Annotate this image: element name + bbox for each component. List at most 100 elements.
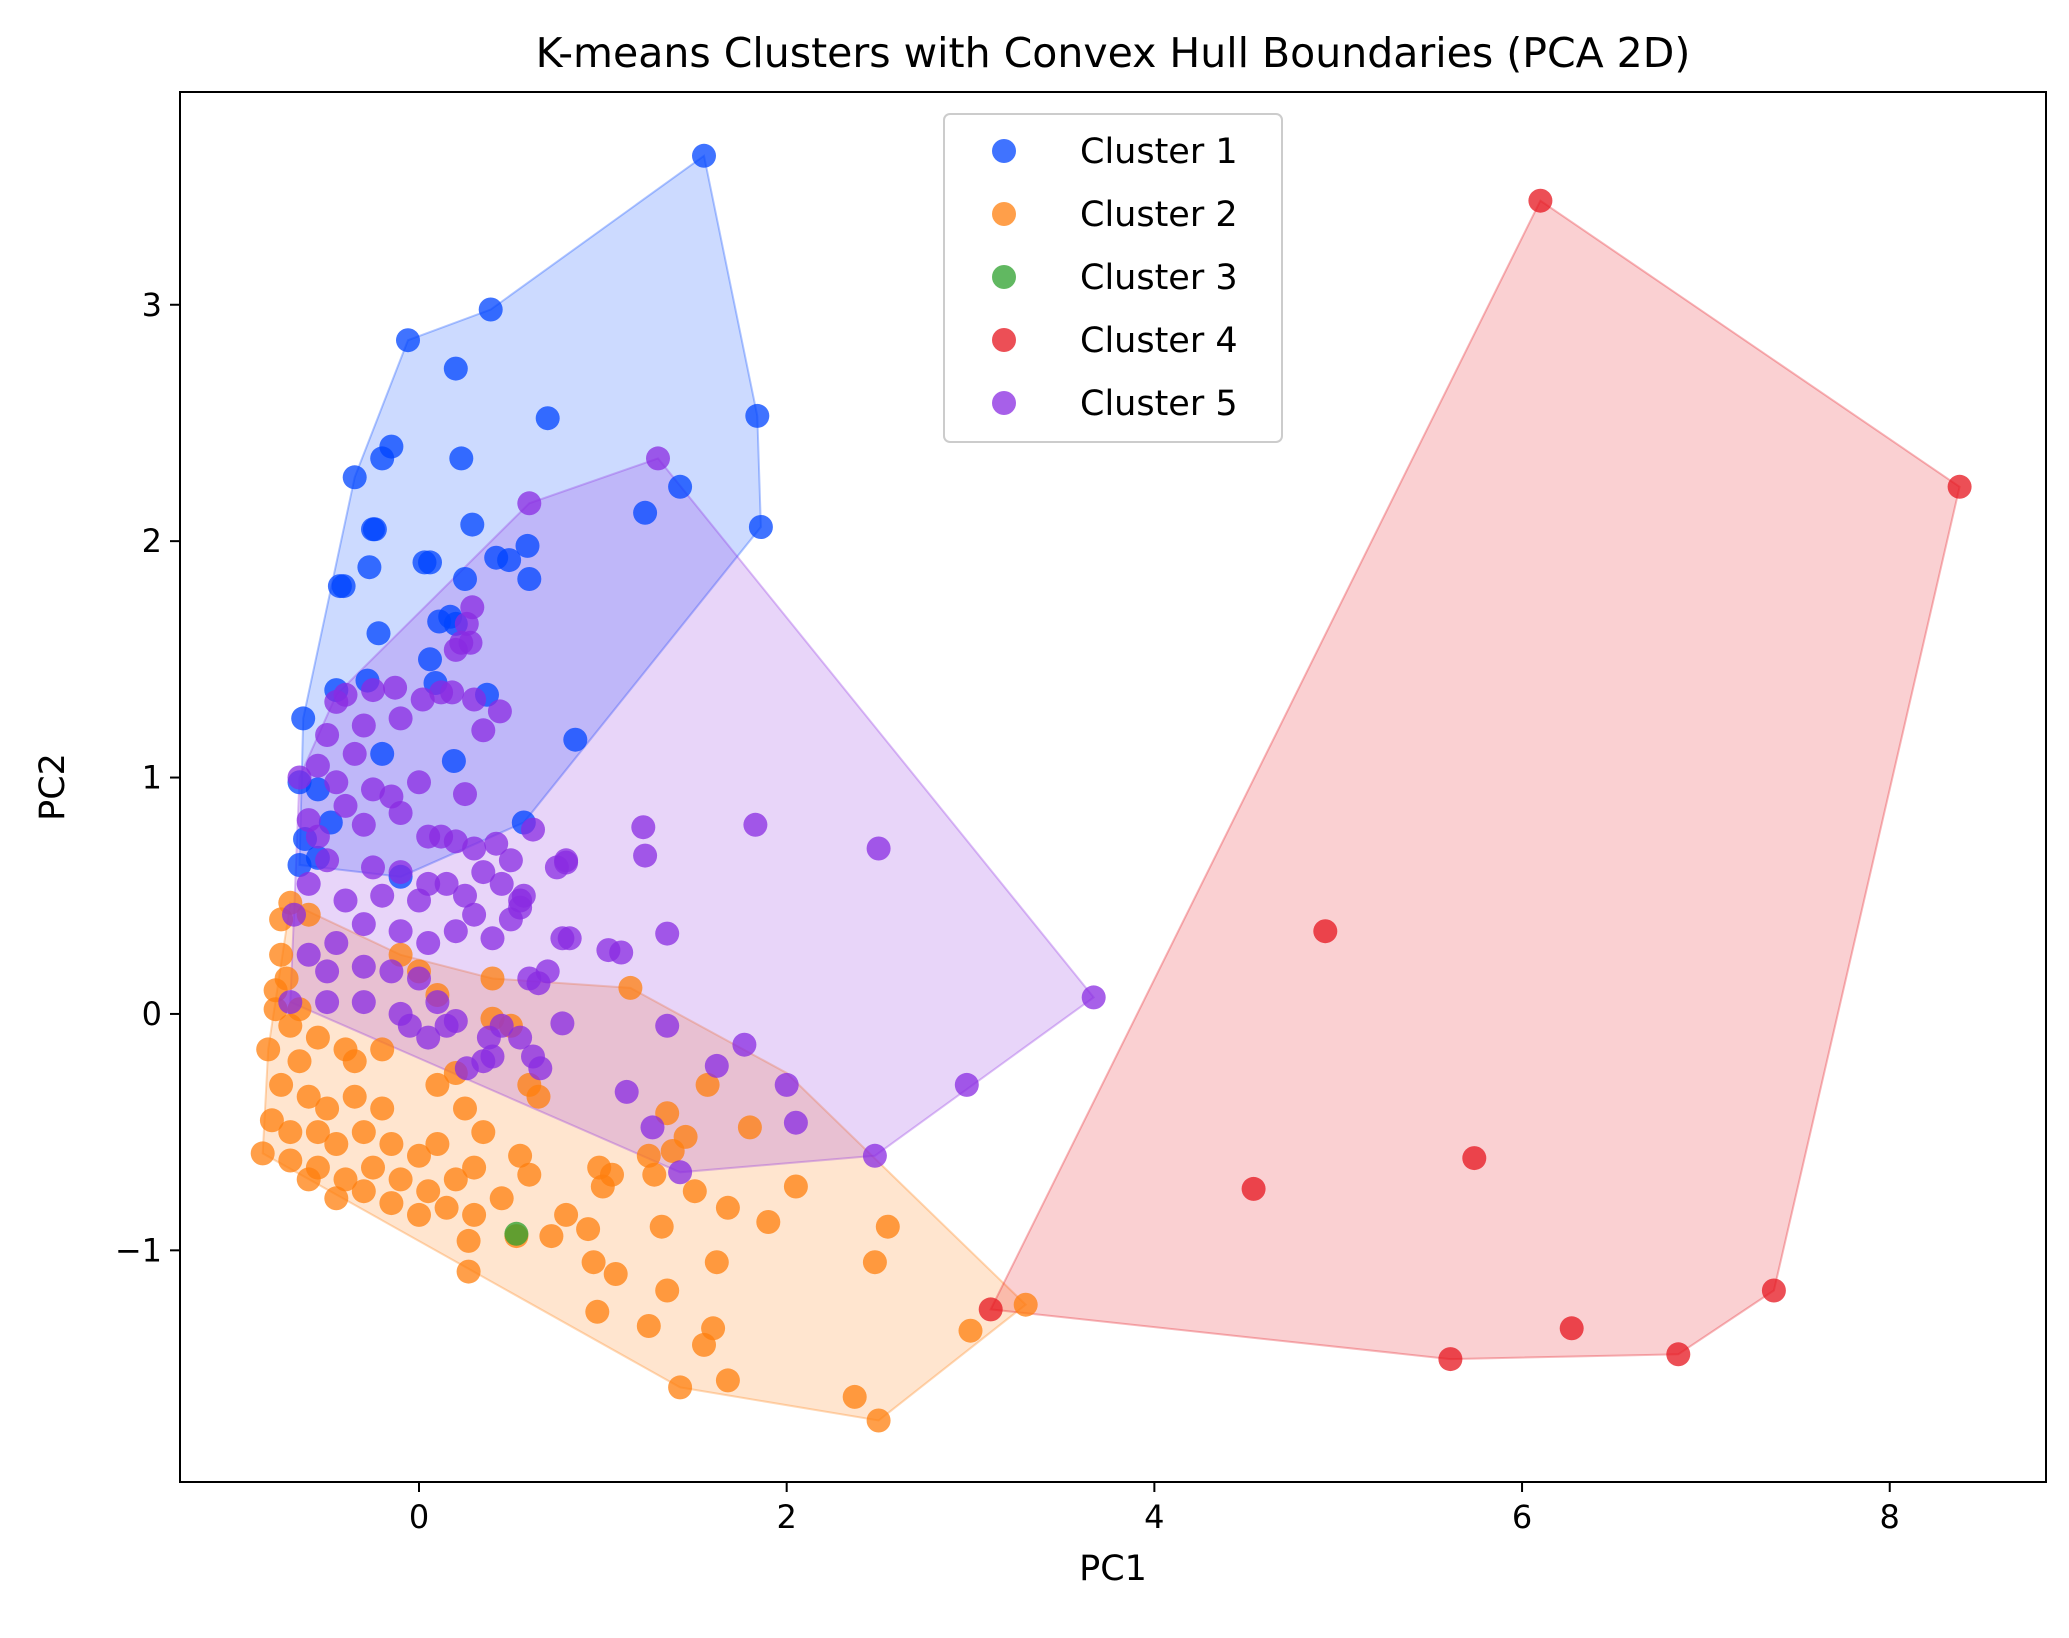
point-cluster-5 bbox=[315, 723, 340, 747]
point-cluster-5 bbox=[397, 1013, 422, 1038]
point-cluster-5 bbox=[351, 954, 376, 979]
point-cluster-1 bbox=[362, 517, 387, 542]
point-cluster-5 bbox=[454, 611, 479, 636]
point-cluster-5 bbox=[655, 1013, 680, 1038]
point-cluster-5 bbox=[454, 1056, 479, 1081]
y-tick-label: 0 bbox=[142, 995, 162, 1033]
point-cluster-2 bbox=[278, 1148, 303, 1173]
point-cluster-2 bbox=[388, 1167, 413, 1192]
point-cluster-5 bbox=[388, 706, 413, 731]
point-cluster-5 bbox=[480, 1044, 505, 1069]
point-cluster-2 bbox=[296, 1167, 321, 1192]
point-cluster-5 bbox=[282, 902, 306, 927]
point-cluster-5 bbox=[305, 824, 330, 849]
point-cluster-2 bbox=[453, 1096, 477, 1121]
point-cluster-2 bbox=[462, 1155, 487, 1180]
point-cluster-5 bbox=[351, 912, 376, 937]
point-cluster-2 bbox=[618, 975, 643, 1000]
x-axis: 0 2 4 6 8 bbox=[409, 1482, 1900, 1536]
point-cluster-2 bbox=[600, 1162, 624, 1187]
point-cluster-2 bbox=[692, 1332, 716, 1357]
point-cluster-5 bbox=[443, 829, 468, 854]
point-cluster-5 bbox=[333, 793, 358, 818]
point-cluster-2 bbox=[756, 1210, 781, 1234]
point-cluster-5 bbox=[1081, 985, 1106, 1010]
point-cluster-1 bbox=[418, 647, 442, 672]
point-cluster-1 bbox=[535, 406, 560, 431]
point-cluster-4 bbox=[1241, 1176, 1266, 1201]
point-cluster-2 bbox=[673, 1124, 698, 1149]
point-cluster-2 bbox=[379, 1132, 404, 1156]
point-cluster-2 bbox=[737, 1115, 762, 1140]
point-cluster-2 bbox=[842, 1384, 867, 1409]
point-cluster-5 bbox=[862, 1143, 887, 1168]
point-cluster-2 bbox=[875, 1214, 900, 1239]
point-cluster-5 bbox=[434, 1013, 459, 1038]
point-cluster-5 bbox=[388, 919, 413, 944]
x-tick-label: 6 bbox=[1512, 1498, 1532, 1536]
point-cluster-5 bbox=[351, 990, 376, 1015]
point-cluster-1 bbox=[305, 777, 330, 802]
point-cluster-1 bbox=[563, 727, 588, 752]
point-cluster-2 bbox=[517, 1162, 542, 1187]
point-cluster-4 bbox=[978, 1297, 1003, 1322]
point-cluster-2 bbox=[324, 1186, 349, 1211]
point-cluster-5 bbox=[550, 1011, 575, 1036]
point-cluster-5 bbox=[383, 675, 408, 700]
point-cluster-5 bbox=[324, 770, 349, 795]
point-cluster-5 bbox=[388, 801, 413, 825]
point-cluster-1 bbox=[668, 474, 693, 499]
point-cluster-5 bbox=[471, 718, 496, 743]
point-cluster-2 bbox=[416, 1179, 441, 1204]
point-cluster-1 bbox=[370, 741, 395, 766]
legend-marker-cluster-1 bbox=[992, 139, 1016, 163]
point-cluster-1 bbox=[449, 446, 474, 471]
plot-frame bbox=[179, 91, 2047, 1483]
legend-marker-cluster-5 bbox=[992, 391, 1016, 415]
point-cluster-5 bbox=[743, 812, 768, 837]
point-cluster-5 bbox=[774, 1072, 799, 1097]
point-cluster-1 bbox=[366, 621, 391, 646]
point-cluster-5 bbox=[278, 990, 303, 1015]
point-cluster-2 bbox=[636, 1314, 661, 1338]
point-cluster-1 bbox=[453, 567, 477, 591]
point-cluster-5 bbox=[453, 883, 477, 908]
point-cluster-5 bbox=[333, 888, 358, 913]
point-cluster-5 bbox=[462, 687, 487, 712]
y-tick-label: 1 bbox=[142, 759, 162, 797]
point-cluster-4 bbox=[1559, 1316, 1584, 1341]
point-cluster-5 bbox=[517, 491, 542, 516]
point-cluster-5 bbox=[521, 817, 545, 842]
legend-label-cluster-5: Cluster 5 bbox=[1080, 384, 1238, 424]
point-cluster-5 bbox=[462, 836, 487, 861]
point-cluster-5 bbox=[631, 815, 656, 840]
point-cluster-1 bbox=[331, 574, 356, 599]
point-cluster-5 bbox=[315, 848, 340, 873]
point-cluster-5 bbox=[407, 770, 431, 795]
legend-box bbox=[943, 113, 1283, 443]
point-cluster-2 bbox=[351, 1120, 376, 1145]
point-cluster-2 bbox=[259, 1108, 284, 1133]
point-cluster-2 bbox=[1013, 1292, 1038, 1317]
point-cluster-2 bbox=[480, 966, 505, 991]
point-cluster-5 bbox=[407, 966, 431, 991]
point-cluster-2 bbox=[526, 1084, 551, 1109]
y-axis: −1 0 1 2 3 bbox=[115, 286, 180, 1269]
point-cluster-2 bbox=[296, 1084, 321, 1109]
point-cluster-5 bbox=[508, 888, 533, 913]
point-cluster-5 bbox=[361, 855, 385, 880]
point-cluster-2 bbox=[342, 1084, 367, 1109]
point-cluster-2 bbox=[425, 1072, 450, 1097]
point-cluster-5 bbox=[440, 680, 465, 705]
legend-marker-cluster-4 bbox=[992, 328, 1016, 352]
point-cluster-5 bbox=[528, 1056, 553, 1081]
point-cluster-2 bbox=[315, 1096, 340, 1121]
point-cluster-2 bbox=[342, 1049, 367, 1074]
x-tick-label: 0 bbox=[409, 1498, 429, 1536]
legend-marker-cluster-3 bbox=[992, 265, 1016, 289]
point-cluster-5 bbox=[633, 843, 658, 868]
point-cluster-5 bbox=[704, 1053, 729, 1078]
point-cluster-5 bbox=[410, 687, 435, 712]
point-cluster-5 bbox=[609, 940, 634, 965]
